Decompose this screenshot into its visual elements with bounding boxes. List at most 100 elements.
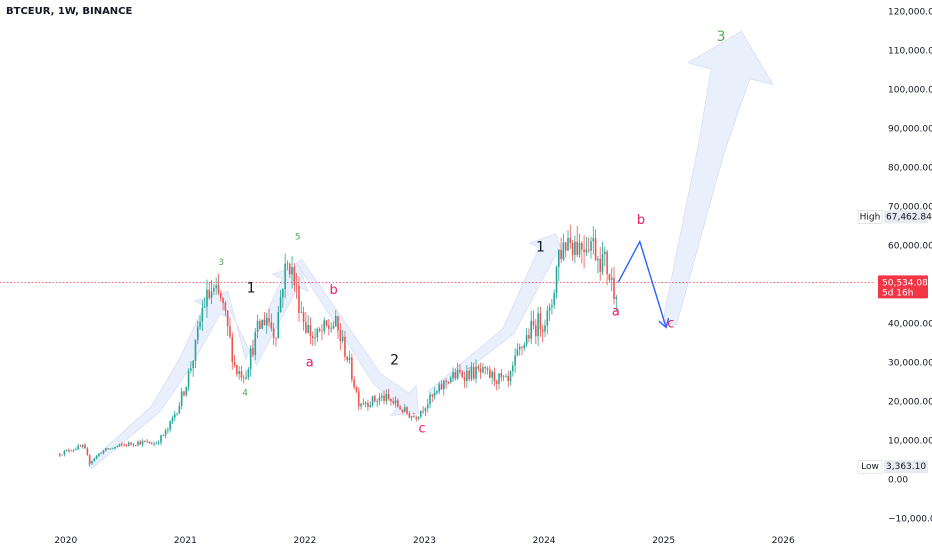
- candle-body: [578, 242, 581, 255]
- candle-body: [521, 346, 523, 348]
- wave-label: 3: [218, 258, 224, 268]
- high-tag-box: [857, 210, 883, 224]
- candle-body: [608, 274, 611, 280]
- candle-body: [183, 391, 185, 396]
- candle-body: [125, 444, 128, 446]
- candle-body: [68, 449, 70, 452]
- candle-body: [348, 357, 351, 360]
- candle-body: [415, 417, 418, 419]
- y-tick-label: 110,000.00: [888, 47, 932, 57]
- candle-body: [58, 454, 61, 456]
- candle-body: [77, 445, 79, 450]
- candle-body: [482, 367, 484, 373]
- candle-body: [222, 298, 224, 304]
- candle-body: [318, 328, 321, 331]
- candle-body: [282, 289, 284, 298]
- candle-body: [486, 368, 489, 370]
- candle-body: [479, 368, 482, 373]
- candle-body: [371, 396, 374, 406]
- candle-body: [224, 303, 227, 311]
- candle-body: [443, 380, 445, 390]
- candle-body: [406, 407, 408, 414]
- candle-body: [307, 324, 309, 333]
- candle-body: [505, 376, 507, 377]
- candle-body: [270, 322, 273, 329]
- candle-body: [334, 316, 337, 326]
- y-tick-label: 10,000.00: [888, 436, 932, 446]
- y-tick-label: 30,000.00: [888, 358, 932, 368]
- candle-body: [332, 325, 335, 329]
- candle-body: [364, 402, 367, 405]
- candle-body: [84, 444, 86, 449]
- candle-body: [597, 258, 599, 261]
- wave-arrow-3: [295, 258, 419, 416]
- candle-body: [236, 364, 238, 375]
- candle-body: [571, 243, 574, 256]
- candle-body: [590, 241, 592, 251]
- candle-body: [286, 263, 289, 265]
- candle-body: [468, 370, 470, 380]
- candle-body: [516, 349, 519, 356]
- wave-label: 5: [295, 233, 301, 243]
- candle-body: [420, 410, 422, 417]
- candle-body: [86, 448, 89, 456]
- candle-body: [321, 330, 323, 332]
- candle-body: [489, 369, 491, 378]
- candle-body: [238, 371, 240, 375]
- candle-body: [153, 443, 155, 445]
- candle-body: [100, 453, 102, 454]
- candle-body: [247, 369, 250, 378]
- candle-body: [493, 371, 496, 382]
- low-tag: Low: [861, 462, 879, 472]
- chart-title: BTCEUR, 1W, BINANCE: [6, 6, 133, 17]
- candle-body: [548, 307, 551, 311]
- candle-body: [242, 377, 245, 379]
- candle-body: [231, 336, 234, 362]
- projection-arrowhead: [658, 318, 670, 329]
- candle-body: [111, 448, 114, 450]
- candle-body: [302, 312, 305, 322]
- candle-body: [528, 335, 530, 339]
- candle-body: [288, 263, 291, 275]
- candle-body: [102, 450, 105, 454]
- candle-body: [75, 449, 77, 451]
- candle-body: [456, 369, 459, 379]
- candle-body: [399, 406, 401, 410]
- candle-body: [79, 445, 82, 447]
- candle-body: [185, 387, 188, 396]
- candle-body: [433, 392, 436, 397]
- high-tag: High: [860, 212, 881, 222]
- candle-body: [574, 241, 576, 256]
- candle-body: [401, 409, 404, 413]
- current-price-box: [878, 275, 928, 299]
- candle-body: [445, 380, 447, 383]
- x-tick-label: 2022: [293, 536, 316, 546]
- high-value-box: [884, 210, 928, 224]
- candle-body: [272, 328, 275, 338]
- low-value: 3,363.10: [886, 462, 926, 472]
- candle-body: [95, 455, 98, 459]
- candle-body: [127, 442, 130, 446]
- wave-label: 1: [247, 280, 256, 296]
- candle-body: [454, 372, 457, 379]
- candle-body: [470, 366, 473, 380]
- candle-body: [254, 331, 257, 355]
- candle-body: [325, 320, 328, 326]
- candle-body: [362, 403, 365, 405]
- candle-body: [440, 384, 443, 390]
- candle-body: [91, 461, 93, 464]
- candle-body: [256, 320, 259, 332]
- candle-body: [164, 430, 167, 436]
- candle-body: [268, 317, 270, 323]
- candle-body: [194, 339, 197, 361]
- candle-body: [585, 249, 588, 253]
- candle-body: [546, 310, 549, 326]
- candle-body: [581, 242, 583, 250]
- candle-body: [148, 441, 151, 444]
- candle-body: [118, 443, 121, 447]
- candle-body: [555, 267, 558, 294]
- candle-body: [353, 379, 355, 388]
- candle-body: [265, 317, 268, 326]
- candle-body: [277, 312, 280, 338]
